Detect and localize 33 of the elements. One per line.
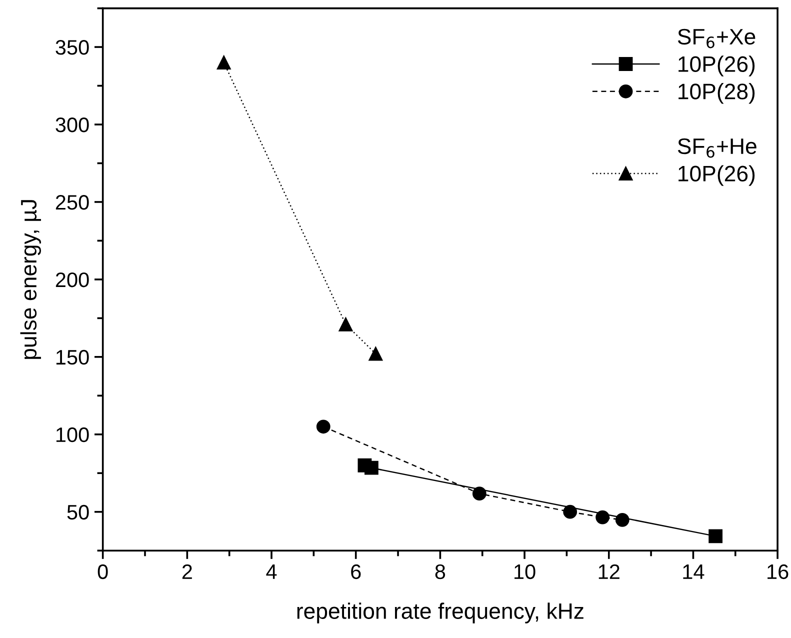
- point: [596, 510, 610, 524]
- legend-label: 10P(28): [678, 83, 755, 104]
- x-tick-label: 16: [768, 564, 788, 580]
- y-tick-label: 100: [56, 427, 89, 442]
- annotation: SF$_{6}$+Xe: [678, 28, 756, 48]
- point: [563, 504, 578, 519]
- y-tick-label: 350: [56, 40, 89, 55]
- legend-label: 10P(26): [678, 165, 755, 186]
- annotation: SF$_{6}$+He: [678, 138, 756, 158]
- point: [472, 486, 486, 501]
- x-axis-title: repetition rate frequency, kHz: [297, 602, 584, 624]
- point: [216, 56, 231, 70]
- point: [364, 460, 378, 475]
- x-tick-label: 0: [98, 564, 108, 580]
- point: [368, 346, 383, 361]
- x-tick-label: 14: [683, 564, 704, 579]
- legend-label: 10P(26): [678, 56, 755, 76]
- point: [316, 420, 330, 434]
- y-axis-title: pulse energy, µJ: [20, 200, 41, 359]
- point: [615, 512, 630, 527]
- x-tick-label: 12: [598, 564, 620, 579]
- x-tick-label: 10: [514, 564, 536, 580]
- y-tick-label: 150: [56, 350, 89, 365]
- x-tick-label: 4: [266, 564, 277, 579]
- y-tick-label: 250: [56, 194, 89, 210]
- y-tick-label: 300: [56, 118, 89, 132]
- y-tick-label: 200: [56, 272, 89, 288]
- x-tick-label: 6: [351, 564, 361, 580]
- point: [708, 529, 723, 544]
- x-tick-label: 2: [182, 564, 192, 579]
- x-tick-label: 8: [435, 564, 446, 580]
- y-tick-label: 50: [67, 504, 89, 520]
- point: [338, 317, 353, 332]
